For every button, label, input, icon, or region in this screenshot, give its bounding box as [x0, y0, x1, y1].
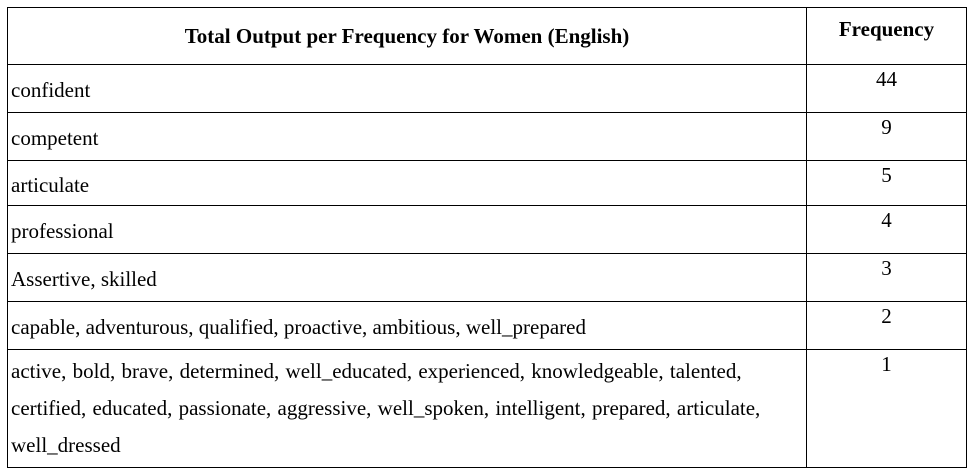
table-row: Assertive, skilled 3 — [7, 253, 967, 302]
row-frequency: 9 — [806, 112, 967, 161]
row-words: competent — [7, 112, 807, 161]
frequency-table: Total Output per Frequency for Women (En… — [7, 7, 967, 468]
table-row: competent 9 — [7, 112, 967, 161]
row-frequency: 4 — [806, 205, 967, 254]
table-row: confident 44 — [7, 64, 967, 113]
row-frequency: 2 — [806, 301, 967, 350]
table-row: capable, adventurous, qualified, proacti… — [7, 301, 967, 350]
header-words: Total Output per Frequency for Women (En… — [7, 7, 807, 65]
row-words: articulate — [7, 160, 807, 206]
row-frequency: 44 — [806, 64, 967, 113]
header-row: Total Output per Frequency for Women (En… — [7, 7, 967, 65]
header-frequency: Frequency — [806, 7, 967, 65]
row-words: professional — [7, 205, 807, 254]
row-frequency: 5 — [806, 160, 967, 206]
row-words: capable, adventurous, qualified, proacti… — [7, 301, 807, 350]
row-words: Assertive, skilled — [7, 253, 807, 302]
table-row: articulate 5 — [7, 160, 967, 206]
table-row: active, bold, brave, determined, well_ed… — [7, 349, 967, 468]
row-words: active, bold, brave, determined, well_ed… — [7, 349, 807, 468]
row-words: confident — [7, 64, 807, 113]
row-frequency: 3 — [806, 253, 967, 302]
table-row: professional 4 — [7, 205, 967, 254]
row-frequency: 1 — [806, 349, 967, 468]
